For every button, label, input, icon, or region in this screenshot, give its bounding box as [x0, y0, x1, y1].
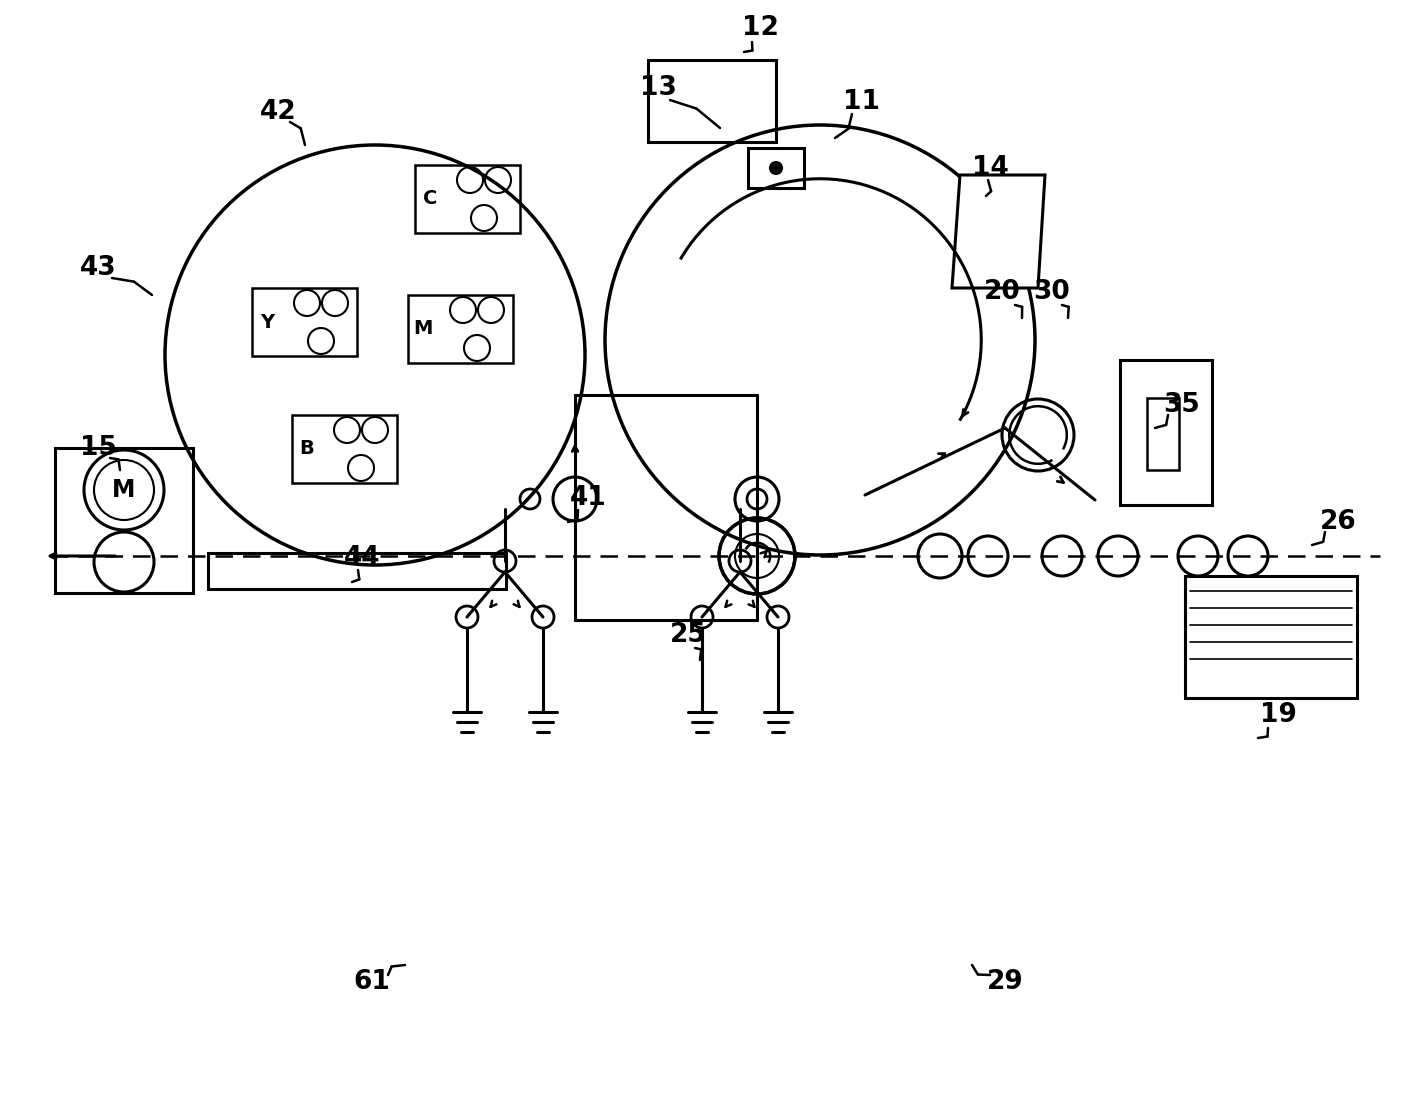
Text: 42: 42 — [259, 98, 296, 125]
Bar — [1185, 577, 1357, 698]
Bar — [748, 148, 803, 188]
Text: 11: 11 — [843, 89, 880, 115]
Text: M: M — [414, 319, 432, 338]
Text: 41: 41 — [570, 485, 606, 511]
Bar — [1146, 398, 1179, 470]
Text: 14: 14 — [972, 155, 1009, 181]
Bar — [208, 552, 506, 589]
Polygon shape — [952, 175, 1044, 288]
Bar — [648, 60, 777, 142]
Text: 29: 29 — [986, 969, 1023, 996]
Text: 44: 44 — [344, 545, 380, 571]
Bar — [415, 165, 520, 233]
Text: M: M — [112, 478, 136, 502]
Text: 35: 35 — [1163, 392, 1200, 418]
Text: 61: 61 — [354, 969, 391, 996]
Bar — [292, 415, 397, 482]
Text: 20: 20 — [983, 279, 1020, 305]
Text: 19: 19 — [1260, 702, 1297, 728]
Text: 12: 12 — [741, 15, 778, 40]
Bar — [252, 288, 357, 356]
Circle shape — [769, 162, 782, 174]
Text: 43: 43 — [79, 255, 116, 281]
Text: B: B — [299, 440, 315, 458]
Bar — [408, 295, 513, 363]
Text: C: C — [422, 189, 438, 209]
Text: 26: 26 — [1319, 509, 1356, 535]
Bar — [1119, 360, 1212, 505]
Bar — [55, 449, 193, 593]
Text: Y: Y — [259, 313, 273, 331]
Text: 25: 25 — [670, 622, 707, 648]
Text: 15: 15 — [79, 435, 116, 461]
Text: 13: 13 — [639, 75, 676, 101]
Text: 30: 30 — [1033, 279, 1070, 305]
